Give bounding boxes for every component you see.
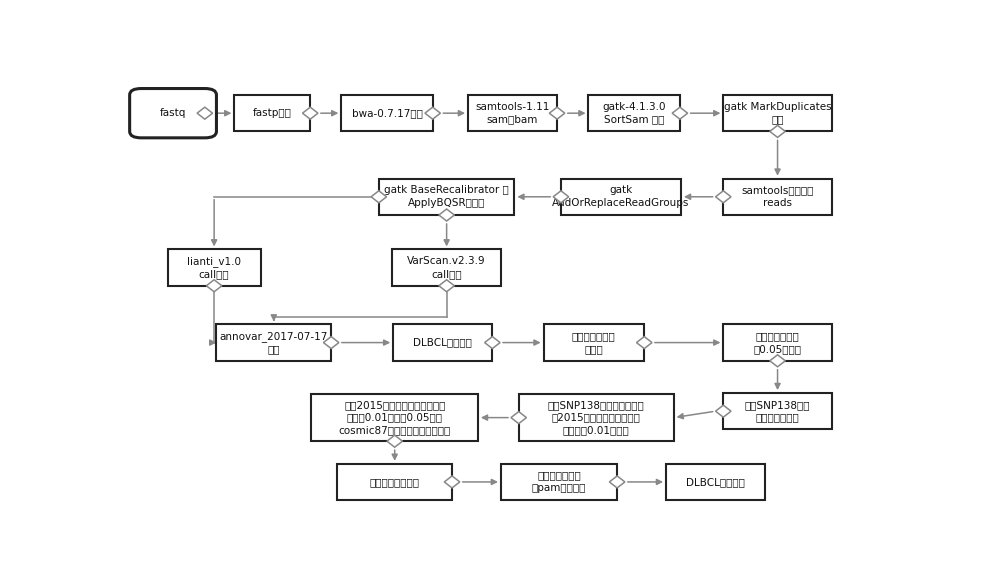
FancyBboxPatch shape [544,324,644,361]
Text: DLBCL突变表格: DLBCL突变表格 [413,337,472,348]
Polygon shape [387,435,402,447]
Polygon shape [553,191,569,203]
Text: samtools-1.11
sam转bam: samtools-1.11 sam转bam [475,102,550,124]
FancyBboxPatch shape [216,324,331,361]
Polygon shape [439,209,454,221]
Polygon shape [197,107,213,119]
Polygon shape [511,412,526,424]
Text: samtools获取目标
reads: samtools获取目标 reads [741,185,814,208]
Text: 删除突变频率小
于0.05的位点: 删除突变频率小 于0.05的位点 [754,331,802,354]
Polygon shape [549,107,565,119]
Text: lianti_v1.0
call突变: lianti_v1.0 call突变 [187,256,241,279]
Polygon shape [609,476,625,488]
Polygon shape [302,107,318,119]
Polygon shape [672,107,688,119]
Polygon shape [637,337,652,349]
FancyBboxPatch shape [392,249,501,286]
Polygon shape [716,405,731,417]
Polygon shape [770,355,785,367]
Polygon shape [485,337,500,349]
Text: gatk BaseRecalibrator 与
ApplyBQSR重校正: gatk BaseRecalibrator 与 ApplyBQSR重校正 [384,185,509,208]
Text: 突变逻辑信息表格: 突变逻辑信息表格 [370,477,420,487]
FancyBboxPatch shape [168,249,261,286]
FancyBboxPatch shape [723,178,832,215]
Polygon shape [716,191,731,203]
FancyBboxPatch shape [337,463,452,500]
Polygon shape [770,126,785,137]
Text: annovar_2017-07-17
注释: annovar_2017-07-17 注释 [220,331,328,354]
Text: gatk
AddOrReplaceReadGroups: gatk AddOrReplaceReadGroups [552,185,690,208]
Text: 保留SNP138例突
变有意义的位点: 保留SNP138例突 变有意义的位点 [745,400,810,423]
Text: 结合系数表格带
入pam聚类模型: 结合系数表格带 入pam聚类模型 [532,470,586,494]
Text: VarScan.v2.3.9
call突变: VarScan.v2.3.9 call突变 [407,256,486,279]
FancyBboxPatch shape [501,463,617,500]
FancyBboxPatch shape [311,394,478,441]
FancyBboxPatch shape [723,393,832,429]
FancyBboxPatch shape [393,324,492,361]
FancyBboxPatch shape [130,89,216,138]
FancyBboxPatch shape [519,394,674,441]
Polygon shape [206,280,222,292]
FancyBboxPatch shape [379,178,514,215]
FancyBboxPatch shape [341,95,433,131]
Polygon shape [323,337,339,349]
FancyBboxPatch shape [468,95,557,131]
Polygon shape [439,280,454,292]
Text: gatk MarkDuplicates
去重: gatk MarkDuplicates 去重 [724,102,831,124]
FancyBboxPatch shape [561,178,681,215]
FancyBboxPatch shape [234,95,310,131]
Text: gatk-4.1.3.0
SortSam 排序: gatk-4.1.3.0 SortSam 排序 [602,102,666,124]
Polygon shape [371,191,387,203]
Text: 保留2015版千人数据库中突变频
率大于0.01但小于0.05、且
cosmic87列有血液学相关的位点: 保留2015版千人数据库中突变频 率大于0.01但小于0.05、且 cosmic… [339,400,451,436]
FancyBboxPatch shape [723,95,832,131]
Text: fastq: fastq [160,108,186,118]
FancyBboxPatch shape [723,324,832,361]
FancyBboxPatch shape [666,463,765,500]
Text: DLBCL分型结果: DLBCL分型结果 [686,477,745,487]
Polygon shape [425,107,440,119]
Text: 保留SNP138例突变有编号、
且2015版千人数据库中突变
频率小于0.01的位点: 保留SNP138例突变有编号、 且2015版千人数据库中突变 频率小于0.01的… [548,400,645,436]
Polygon shape [444,476,460,488]
FancyBboxPatch shape [588,95,680,131]
Text: 删除黑名单中突
变位点: 删除黑名单中突 变位点 [572,331,616,354]
Text: fastp质控: fastp质控 [253,108,292,118]
Text: bwa-0.7.17比对: bwa-0.7.17比对 [352,108,422,118]
